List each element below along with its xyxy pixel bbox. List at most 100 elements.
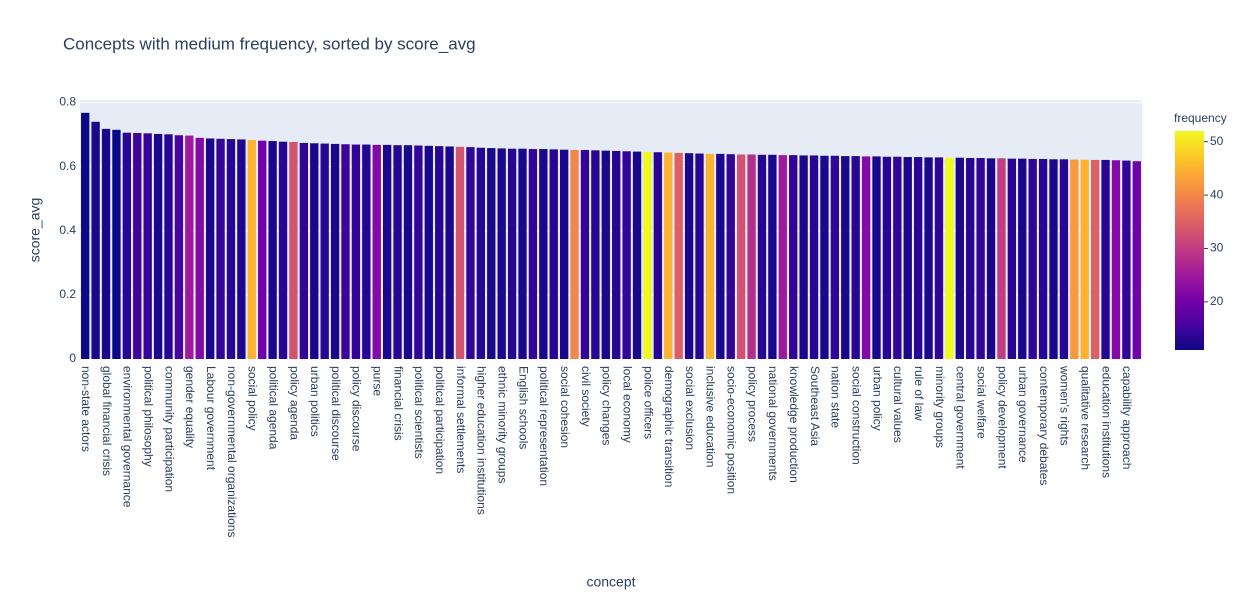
x-tick-label: non-governmental organizations bbox=[225, 366, 239, 537]
x-tick-label: social exclusion bbox=[683, 366, 697, 450]
x-tick-label: purse bbox=[371, 366, 385, 396]
bar bbox=[799, 155, 808, 359]
bar bbox=[903, 157, 912, 359]
x-tick-label: political agenda bbox=[266, 366, 280, 450]
bar bbox=[1070, 159, 1079, 359]
x-tick-label: demographic transition bbox=[662, 366, 676, 487]
x-tick-label: social welfare bbox=[974, 366, 988, 439]
bar bbox=[1122, 160, 1131, 359]
bar bbox=[174, 135, 184, 359]
bar bbox=[1049, 159, 1058, 359]
x-tick-label: policy agenda bbox=[287, 366, 301, 440]
bar bbox=[247, 140, 256, 359]
x-tick-label: higher education institutions bbox=[475, 366, 489, 515]
x-tick-label: education institutions bbox=[1099, 366, 1113, 478]
x-tick-label: financial crisis bbox=[391, 366, 405, 441]
bar bbox=[497, 148, 506, 359]
x-tick-label: rule of law bbox=[912, 366, 926, 421]
bar bbox=[487, 148, 496, 359]
x-tick-label: socio-economic position bbox=[725, 366, 739, 494]
bar bbox=[872, 156, 881, 359]
x-tick-label: inclusive education bbox=[704, 366, 718, 467]
x-tick-label: political scientists bbox=[412, 366, 426, 459]
bar bbox=[1101, 159, 1110, 359]
bar bbox=[1111, 160, 1121, 359]
x-tick-label: policy process bbox=[745, 366, 759, 442]
x-tick-label: national governments bbox=[766, 366, 780, 481]
bar bbox=[101, 128, 111, 359]
x-tick-label: political philosophy bbox=[142, 366, 156, 467]
bar bbox=[913, 157, 923, 359]
bar bbox=[612, 150, 621, 359]
bar bbox=[435, 146, 444, 359]
bar bbox=[216, 138, 225, 359]
x-tick-label: political participation bbox=[433, 366, 447, 474]
x-tick-label: Southeast Asia bbox=[808, 366, 822, 446]
bar bbox=[736, 154, 746, 359]
bar bbox=[382, 144, 392, 359]
bar bbox=[424, 145, 433, 359]
bar bbox=[476, 147, 486, 359]
bar bbox=[893, 156, 902, 359]
bar bbox=[226, 139, 236, 359]
x-tick-label: policy changes bbox=[600, 366, 614, 445]
x-tick-label: environmental governance bbox=[121, 366, 135, 508]
x-tick-label: minority groups bbox=[933, 366, 947, 448]
colorbar-tick-label: 40 bbox=[1210, 187, 1224, 201]
x-tick-label: urban politics bbox=[308, 366, 322, 437]
bar bbox=[330, 143, 340, 359]
bar bbox=[1059, 159, 1069, 359]
bar bbox=[195, 137, 204, 359]
colorbar bbox=[1175, 131, 1204, 350]
bar bbox=[622, 151, 631, 359]
chart-title: Concepts with medium frequency, sorted b… bbox=[63, 34, 476, 53]
x-tick-label: gender equality bbox=[183, 366, 197, 448]
x-tick-label: Labour government bbox=[204, 366, 218, 471]
x-tick-label: nation state bbox=[829, 366, 843, 428]
x-tick-label: community participation bbox=[162, 366, 176, 492]
bar bbox=[684, 153, 694, 359]
bar bbox=[185, 135, 194, 359]
bar bbox=[945, 157, 954, 359]
bar bbox=[653, 152, 663, 359]
bar bbox=[455, 146, 465, 359]
bar bbox=[924, 157, 933, 359]
bar bbox=[403, 145, 413, 359]
bar bbox=[851, 156, 860, 359]
x-tick-label: qualitative research bbox=[1079, 366, 1093, 470]
bar bbox=[289, 141, 298, 359]
bar bbox=[320, 143, 329, 359]
bar bbox=[934, 157, 944, 359]
bar bbox=[112, 129, 121, 359]
bar bbox=[778, 155, 787, 359]
bar bbox=[518, 148, 527, 359]
bar bbox=[549, 149, 558, 359]
bar bbox=[143, 133, 152, 359]
bar bbox=[747, 154, 756, 359]
bar bbox=[955, 157, 964, 359]
x-tick-label: local economy bbox=[620, 366, 634, 443]
bar bbox=[664, 152, 673, 359]
x-tick-label: policy discourse bbox=[350, 366, 364, 452]
bar bbox=[632, 151, 642, 359]
bar bbox=[966, 158, 975, 359]
bar bbox=[81, 112, 90, 360]
bar bbox=[133, 133, 142, 359]
x-tick-label: social construction bbox=[850, 366, 864, 465]
bar bbox=[507, 148, 517, 359]
x-axis-title: concept bbox=[586, 574, 635, 590]
bar bbox=[986, 158, 996, 359]
bar bbox=[351, 144, 361, 359]
bar bbox=[789, 155, 798, 359]
x-tick-label: social cohesion bbox=[558, 366, 572, 448]
bar bbox=[580, 150, 590, 359]
bar bbox=[122, 132, 132, 359]
bar bbox=[237, 139, 246, 359]
colorbar-tick-label: 50 bbox=[1210, 134, 1224, 148]
bar bbox=[1080, 159, 1089, 359]
bar bbox=[559, 149, 569, 359]
bar bbox=[91, 121, 100, 359]
bar bbox=[310, 143, 319, 359]
bar bbox=[882, 156, 892, 359]
x-tick-label: contemporary debates bbox=[1037, 366, 1051, 485]
